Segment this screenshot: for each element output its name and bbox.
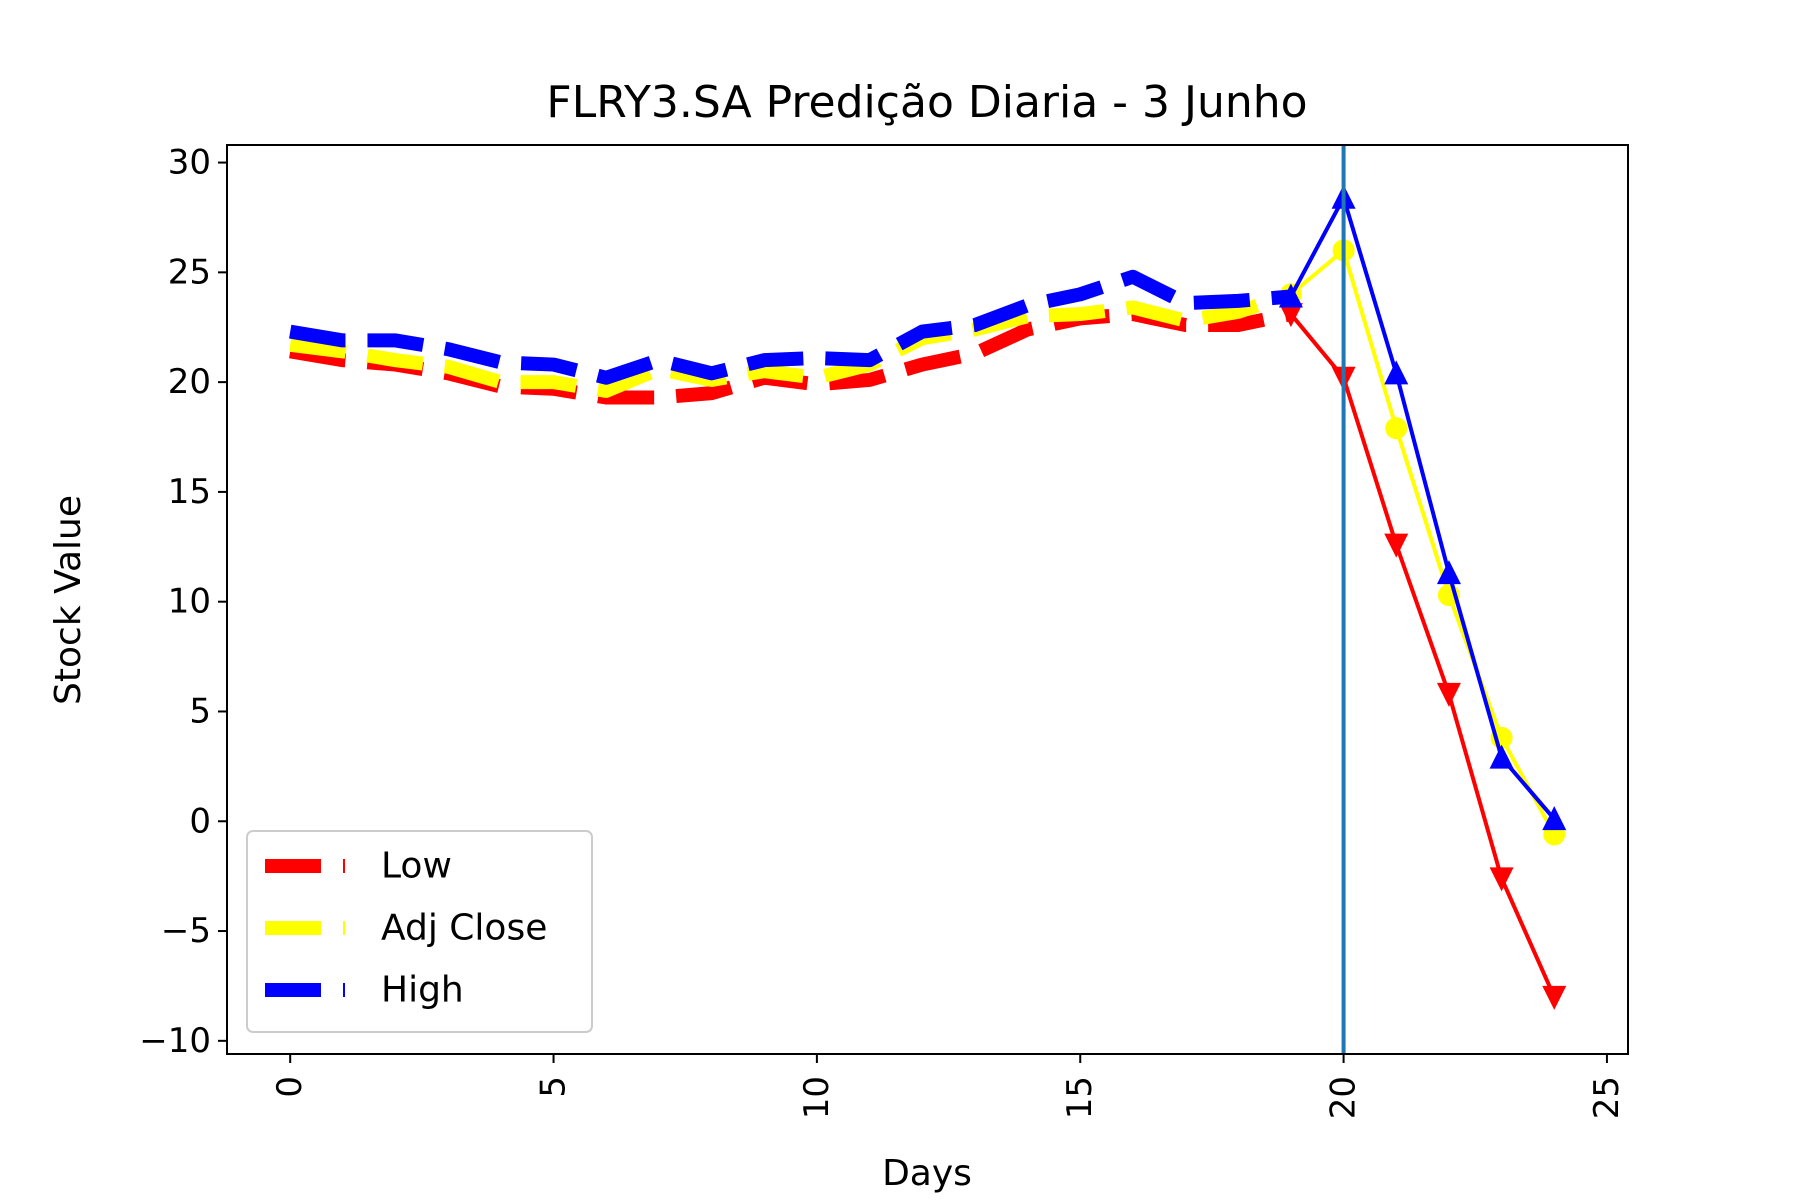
y-tick-label: −10 <box>139 1021 211 1061</box>
series-low-marker <box>1489 867 1514 892</box>
series-adj-close-marker <box>1385 417 1408 440</box>
x-tick-label: 20 <box>1324 1076 1364 1119</box>
x-axis-label: Days <box>882 1153 972 1194</box>
y-tick-label: 15 <box>168 472 211 512</box>
series-low-marker <box>1436 682 1461 707</box>
legend-label-high: High <box>381 970 464 1011</box>
series-high <box>289 184 1567 831</box>
series-high-marker <box>1436 560 1461 585</box>
y-axis-label: Stock Value <box>48 495 89 705</box>
plot-frame <box>226 144 1629 1055</box>
chart-title: FLRY3.SA Predição Diaria - 3 Junho <box>546 77 1307 128</box>
series-high-marker <box>1384 360 1409 385</box>
y-tick-label: −5 <box>161 911 211 951</box>
legend-label-low: Low <box>381 846 452 887</box>
legend: Low Adj Close High <box>246 830 593 1033</box>
x-tick-label: 0 <box>270 1076 310 1098</box>
y-tick-label: 20 <box>168 362 211 402</box>
y-tick-label: 0 <box>189 801 211 841</box>
legend-box <box>246 830 593 1033</box>
series-high-marker <box>1489 744 1514 769</box>
x-tick-label: 5 <box>534 1076 574 1098</box>
series-adj-close-historical-line <box>289 287 1294 398</box>
series-low-marker <box>1278 303 1303 328</box>
series-low-marker <box>1384 533 1409 558</box>
series-high-historical-line <box>289 269 1292 385</box>
series-low-marker <box>1542 985 1567 1010</box>
series-adj-close-forecast-line <box>1289 246 1557 836</box>
series-high-marker <box>1278 283 1303 308</box>
y-tick-label: 30 <box>168 143 211 183</box>
series-high-marker <box>1542 806 1567 831</box>
x-tick-label: 10 <box>797 1076 837 1119</box>
x-tick-label: 15 <box>1060 1076 1100 1119</box>
y-tick-label: 10 <box>168 582 211 622</box>
y-tick-label: 5 <box>189 691 211 731</box>
legend-label-adj-close: Adj Close <box>381 908 547 949</box>
x-tick-label: 25 <box>1587 1076 1627 1119</box>
y-tick-label: 25 <box>168 252 211 292</box>
